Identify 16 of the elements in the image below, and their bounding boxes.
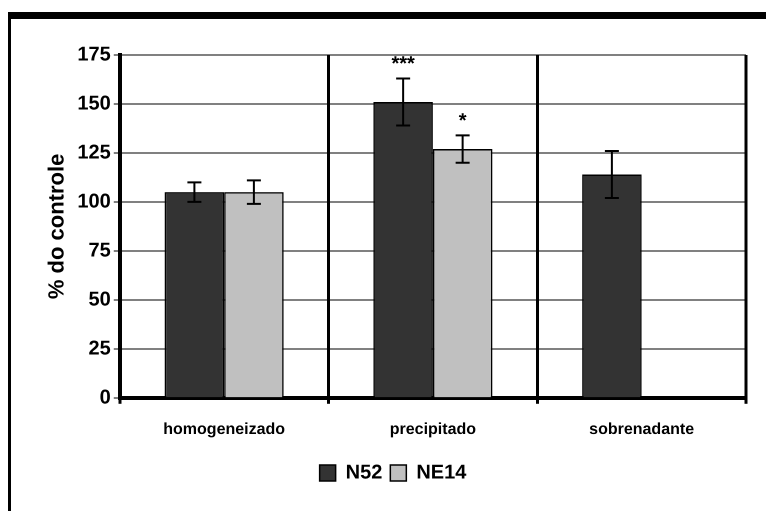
annotation: * [458, 110, 467, 132]
y-tick-label: 100 [77, 190, 111, 212]
y-tick-label: 25 [88, 337, 111, 360]
y-tick-label: 0 [100, 386, 111, 408]
x-tick-label: homogeneizado [163, 420, 286, 438]
y-axis-title: % do controle [43, 154, 68, 300]
y-tick-label: 75 [88, 239, 111, 262]
legend-label: NE14 [416, 462, 468, 484]
y-tick-label: 150 [77, 92, 111, 114]
x-tick-label: precipitado [390, 420, 476, 438]
x-tick-label: sobrenadante [589, 420, 694, 438]
y-tick-label: 125 [77, 141, 111, 164]
y-tick-label: 175 [77, 44, 111, 66]
y-tick-label: 50 [88, 288, 111, 310]
annotation: *** [391, 53, 416, 76]
legend-label: N52 [346, 462, 382, 484]
